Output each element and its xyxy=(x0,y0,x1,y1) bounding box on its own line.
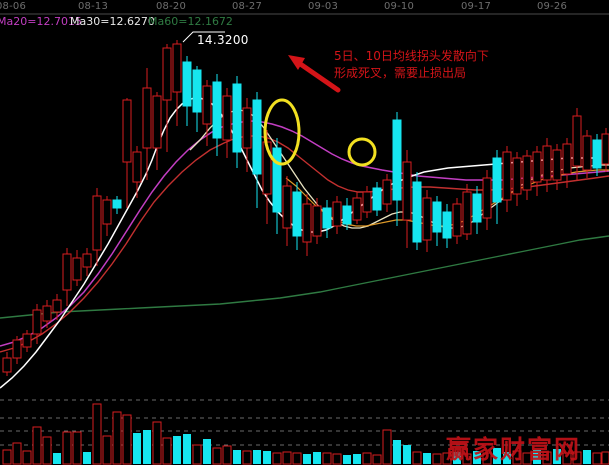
ma60-line xyxy=(0,235,609,319)
date-label-4: 09-03 xyxy=(308,1,339,12)
candle xyxy=(2,352,12,376)
candle xyxy=(282,176,292,246)
candle xyxy=(422,190,432,252)
candle xyxy=(312,198,322,244)
candle xyxy=(112,196,122,214)
candle xyxy=(302,194,312,256)
candle xyxy=(162,44,172,152)
candle xyxy=(12,336,22,364)
candle xyxy=(332,196,342,234)
ma60-legend: Ma60=12.1672 xyxy=(148,15,233,28)
date-label-6: 09-17 xyxy=(461,1,492,12)
candle xyxy=(322,200,332,238)
high-price-label: 14.3200 xyxy=(197,33,249,47)
candle xyxy=(92,188,102,266)
date-label-5: 09-10 xyxy=(384,1,415,12)
candle xyxy=(122,98,132,208)
volume-panel xyxy=(0,399,609,465)
candle xyxy=(452,198,462,244)
candle xyxy=(242,98,252,172)
candle xyxy=(402,150,412,248)
candle xyxy=(52,294,62,320)
candle xyxy=(572,108,582,180)
date-label-0: 08-06 xyxy=(0,1,27,12)
ma30-legend: Ma30=12.6270 xyxy=(70,15,155,28)
site-watermark: 赢家财富网 xyxy=(446,435,582,464)
candle xyxy=(222,88,232,158)
volume-gridlines xyxy=(0,399,609,446)
candle xyxy=(542,138,552,192)
candle xyxy=(72,250,82,286)
analysis-annotation: 5日、10日均线拐头发散向下 形成死叉，需要止损出局 xyxy=(334,49,489,80)
candle xyxy=(272,138,282,234)
candle xyxy=(462,184,472,240)
candle xyxy=(62,248,72,306)
candle xyxy=(592,134,602,176)
candle xyxy=(372,182,382,216)
candle xyxy=(472,186,482,234)
candle xyxy=(192,66,202,132)
candle xyxy=(412,172,422,250)
date-label-3: 08-27 xyxy=(232,1,263,12)
candle xyxy=(601,128,609,172)
candle xyxy=(562,138,572,188)
candle xyxy=(202,80,212,146)
candle xyxy=(502,146,512,212)
candle xyxy=(182,56,192,126)
candle xyxy=(392,112,402,226)
ma20-legend: Ma20=12.7015 xyxy=(0,15,82,28)
candle xyxy=(132,146,142,198)
candle xyxy=(42,300,52,328)
candle xyxy=(512,152,522,206)
candle xyxy=(362,186,372,218)
candle xyxy=(252,92,262,208)
price-panel xyxy=(0,31,609,389)
candle xyxy=(172,40,182,126)
candle xyxy=(102,196,112,236)
date-label-1: 08-13 xyxy=(78,1,109,12)
candlestick-series xyxy=(2,40,609,376)
candle xyxy=(522,150,532,200)
annotation-arrow xyxy=(288,55,341,93)
candle xyxy=(382,174,392,212)
date-label-7: 09-26 xyxy=(537,1,568,12)
candle xyxy=(82,248,92,276)
candle xyxy=(232,76,242,168)
candle xyxy=(582,130,592,178)
candle xyxy=(212,74,222,156)
candle xyxy=(482,170,492,230)
candle xyxy=(532,146,542,196)
candle xyxy=(432,196,442,246)
candle xyxy=(142,68,152,180)
candle xyxy=(292,182,302,250)
candle xyxy=(22,330,32,352)
candle xyxy=(352,192,362,224)
price-pointer-line xyxy=(182,31,225,43)
candle xyxy=(32,304,42,344)
candle xyxy=(552,144,562,190)
volume-bars xyxy=(2,403,609,465)
candle xyxy=(342,198,352,230)
death-cross-highlight-small xyxy=(347,137,377,167)
date-label-2: 08-20 xyxy=(156,1,187,12)
candle xyxy=(492,150,502,224)
death-cross-highlight-large xyxy=(263,98,301,166)
candle xyxy=(442,204,452,248)
candle xyxy=(152,92,162,170)
